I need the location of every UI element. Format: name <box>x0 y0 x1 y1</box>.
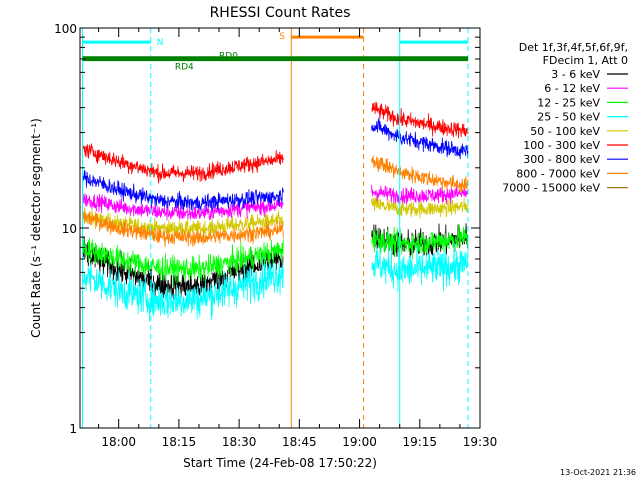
y-tick-label: 1 <box>69 422 77 436</box>
legend-label: 6 - 12 keV <box>544 82 600 95</box>
x-tick-label: 18:15 <box>162 435 197 449</box>
legend-label: 300 - 800 keV <box>523 153 600 166</box>
legend-label: 800 - 7000 keV <box>516 167 600 180</box>
data-layer <box>82 101 469 322</box>
y-axis-label: Count Rate (s⁻¹ detector segment⁻¹) <box>29 118 43 338</box>
series-line <box>371 184 469 205</box>
series-line <box>371 224 469 260</box>
y-tick-label: 100 <box>54 22 77 36</box>
y-tick-label: 10 <box>62 222 77 236</box>
legend-label: 25 - 50 keV <box>537 111 600 124</box>
x-tick-label: 19:30 <box>463 435 498 449</box>
timestamp: 13-Oct-2021 21:36 <box>560 468 636 477</box>
series-line <box>371 243 469 292</box>
chart-title: RHESSI Count Rates <box>210 5 351 21</box>
flag-label: N <box>157 38 164 48</box>
series-line <box>371 155 469 193</box>
legend: Det 1f,3f,4f,5f,6f,9f,FDecim 1, Att 03 -… <box>502 41 628 195</box>
series-line <box>82 257 284 322</box>
x-tick-label: 19:15 <box>402 435 437 449</box>
x-tick-label: 18:30 <box>222 435 257 449</box>
x-tick-label: 18:45 <box>282 435 317 449</box>
series-line <box>82 207 284 248</box>
flag-label: S <box>279 32 285 42</box>
series-line <box>82 193 284 221</box>
series-line <box>371 196 469 219</box>
x-tick-label: 19:00 <box>342 435 377 449</box>
series-line <box>82 143 284 184</box>
legend-label: 50 - 100 keV <box>530 125 600 138</box>
x-axis-label: Start Time (24-Feb-08 17:50:22) <box>183 456 377 470</box>
legend-header: Det 1f,3f,4f,5f,6f,9f, <box>519 41 628 54</box>
axis-layer: 18:00 18:15 18:30 18:45 19:00 19:15 19:30 1 10 10… <box>54 22 497 449</box>
legend-header: FDecim 1, Att 0 <box>543 54 628 67</box>
x-tick-label: 18:00 <box>101 435 136 449</box>
flag-label: RD4 <box>175 63 194 73</box>
series-line <box>371 101 469 139</box>
legend-label: 7000 - 15000 keV <box>502 182 600 195</box>
flag-label: RD0 <box>219 52 238 62</box>
legend-label: 100 - 300 keV <box>523 139 600 152</box>
series-line <box>82 169 284 212</box>
legend-label: 3 - 6 keV <box>551 68 600 81</box>
series-line <box>82 237 284 287</box>
legend-label: 12 - 25 keV <box>537 96 600 109</box>
series-line <box>371 117 469 160</box>
